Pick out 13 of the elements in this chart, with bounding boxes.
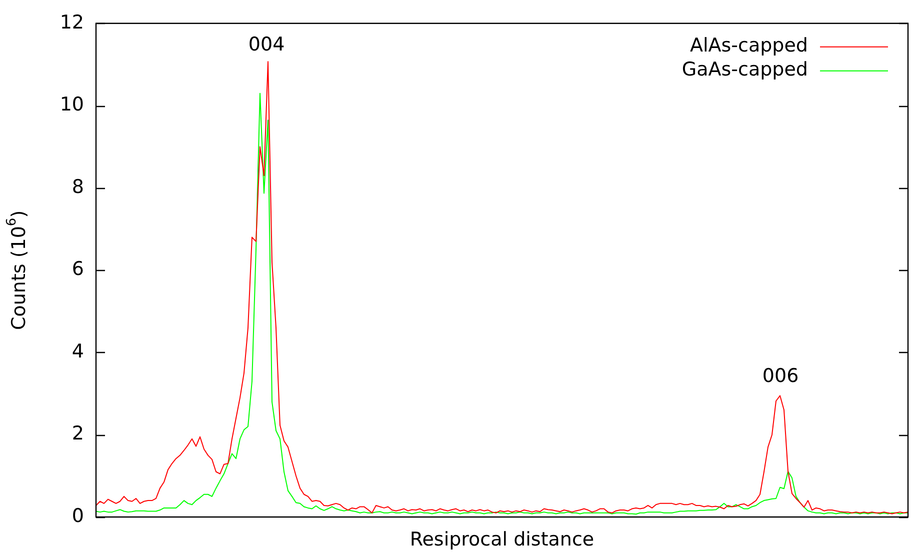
legend-label: GaAs-capped	[682, 58, 808, 80]
y-axis-title: Counts (106)	[4, 210, 30, 330]
y-tick-label: 6	[72, 258, 84, 280]
y-tick-label: 2	[72, 422, 84, 445]
legend-label: AlAs-capped	[690, 34, 808, 56]
annotation: 004	[248, 33, 285, 56]
y-tick-label: 8	[72, 176, 84, 198]
y-tick-label: 4	[72, 340, 84, 362]
annotation: 006	[762, 365, 799, 388]
x-axis-title: Resiprocal distance	[410, 528, 594, 551]
y-tick-label: 10	[60, 94, 84, 116]
y-tick-label: 0	[72, 504, 84, 527]
y-tick-label: 12	[60, 11, 84, 34]
